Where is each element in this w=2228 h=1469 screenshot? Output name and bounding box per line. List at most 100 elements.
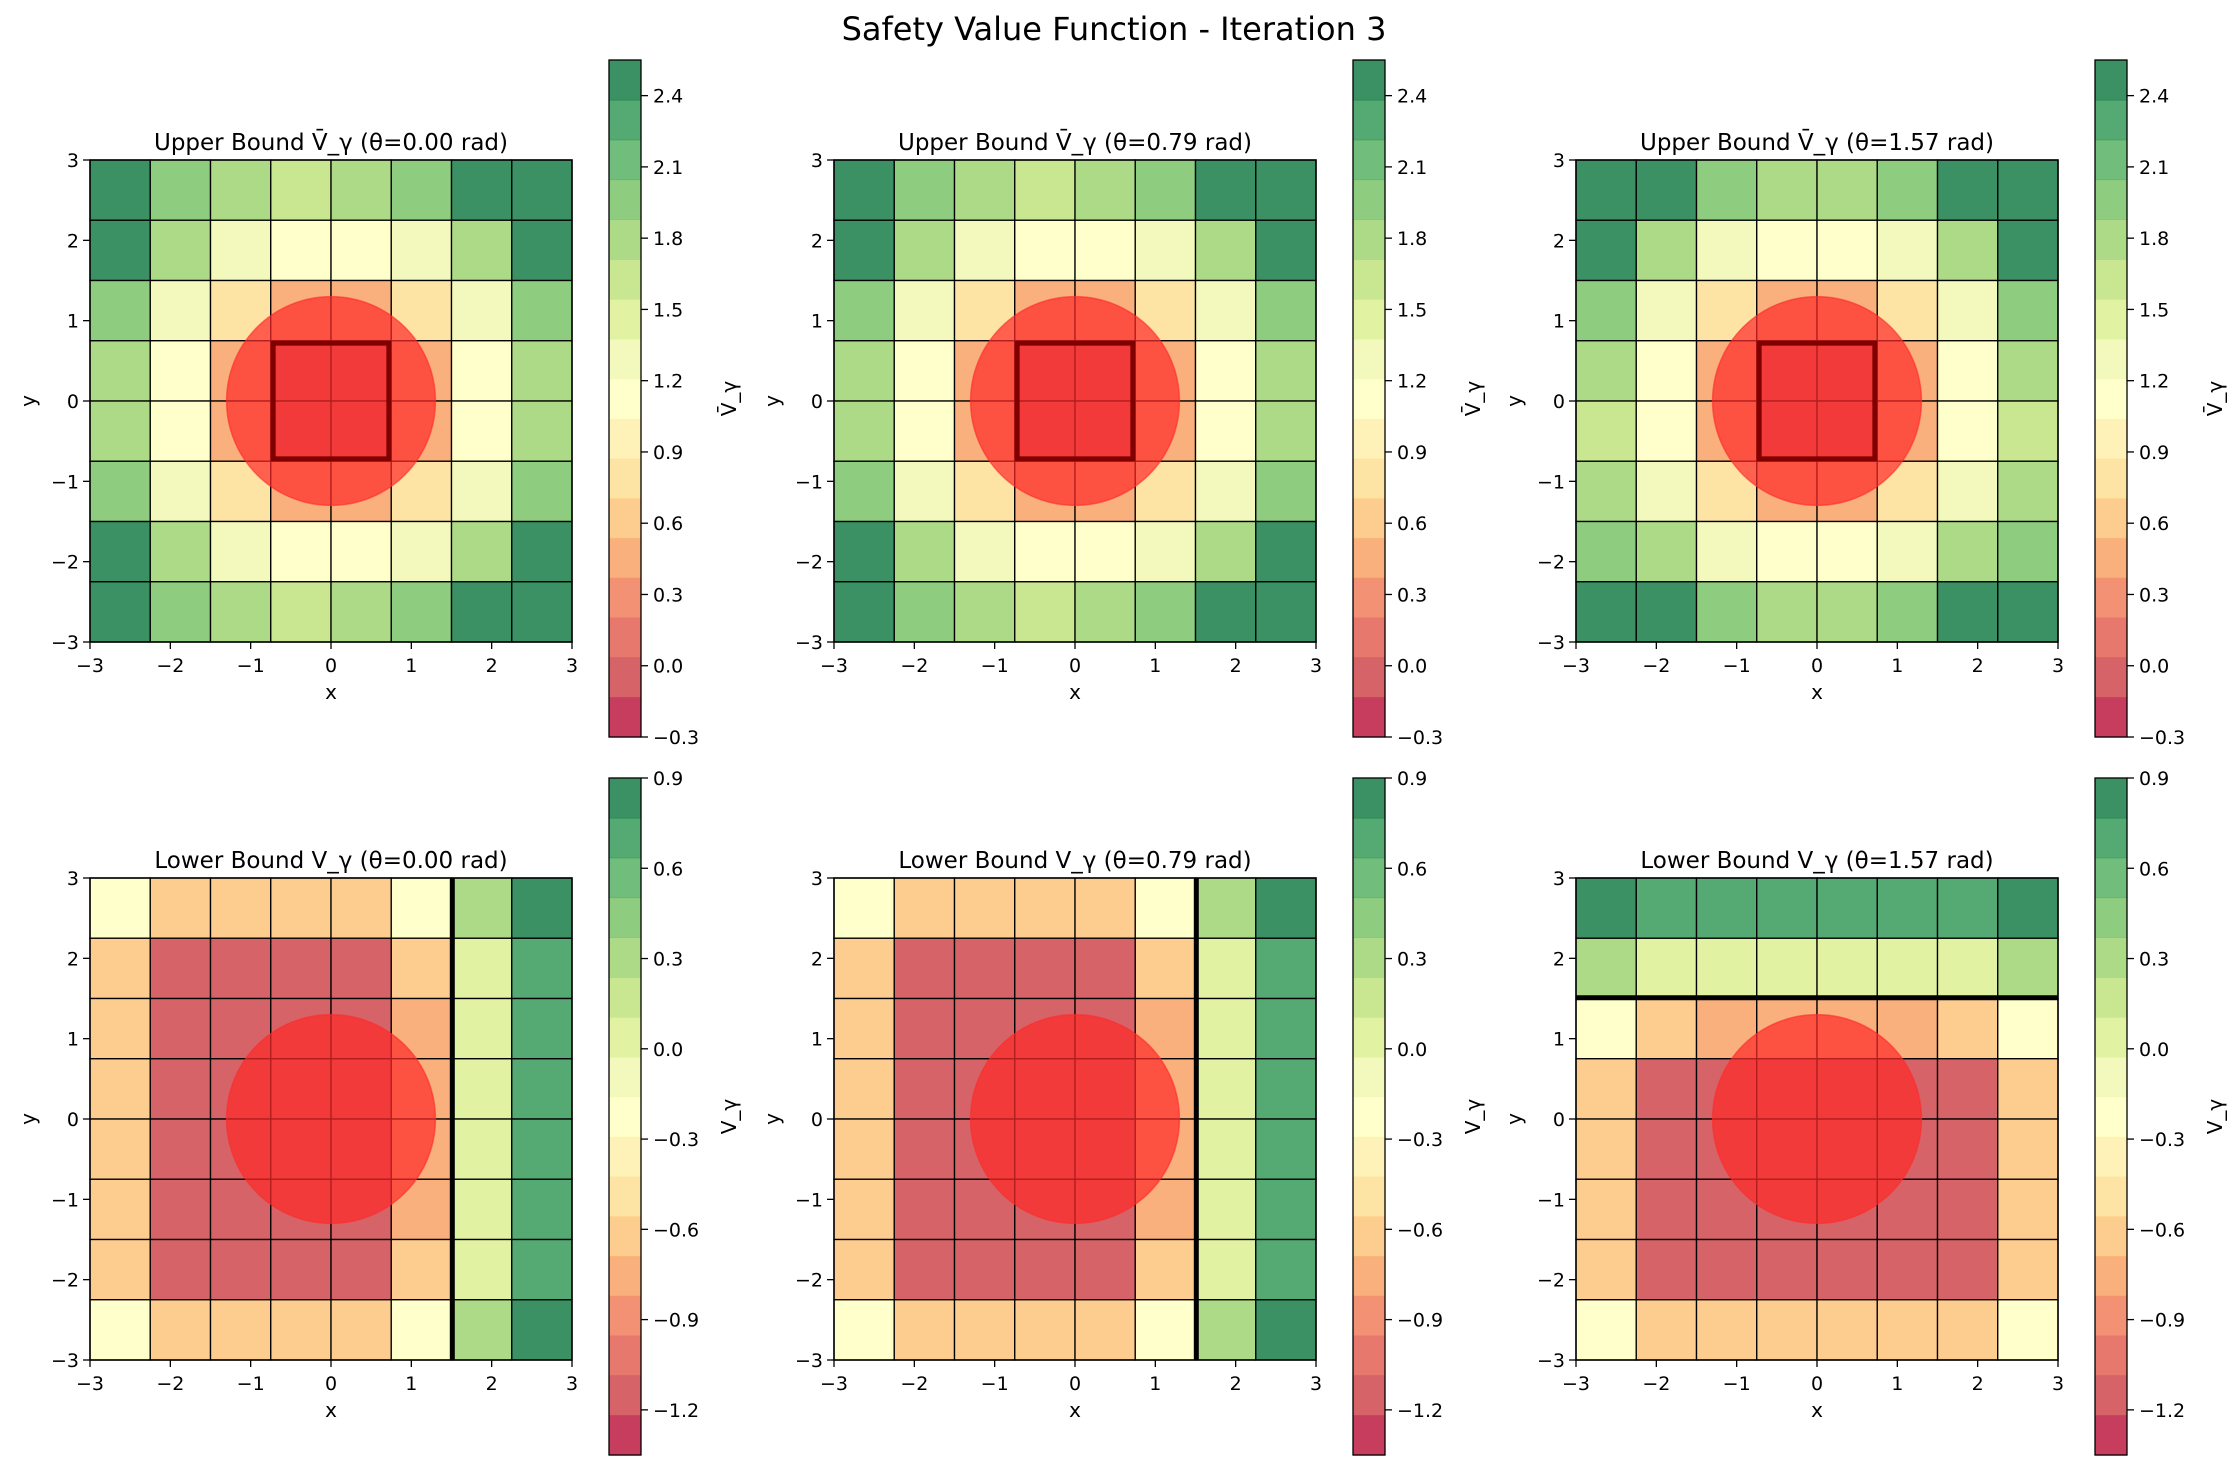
heatmap-cell	[1014, 219, 1076, 282]
y-tick-label: 1	[811, 1029, 823, 1051]
heatmap-cell	[1635, 219, 1698, 282]
heatmap-cell	[893, 159, 956, 221]
colorbar-segment	[2095, 338, 2127, 380]
heatmap-cell	[270, 159, 332, 221]
colorbar-tick-label: 1.2	[653, 371, 683, 393]
heatmap-cell	[390, 1238, 453, 1301]
colorbar-segment	[1353, 1176, 1385, 1217]
heatmap-cell	[330, 520, 392, 583]
colorbar-segment	[1353, 219, 1385, 260]
heatmap-cell	[953, 937, 1016, 1000]
heatmap-cell	[89, 997, 151, 1060]
colorbar-tick-label: 0.3	[2139, 584, 2169, 606]
heatmap-cell	[450, 460, 513, 523]
x-tick-label: −2	[1642, 1373, 1670, 1395]
colorbar-segment	[2095, 1176, 2127, 1217]
heatmap-cell	[1635, 1058, 1698, 1120]
obstacle-circle	[1711, 1013, 1923, 1225]
heatmap-cell	[1134, 520, 1197, 583]
heatmap-cell	[1635, 460, 1698, 523]
panel-6: −3 −2 −1 0 1 2 3 −3 −2 −1 0 1 2 3 Lower Bound V_γ (θ=1…	[1502, 768, 2227, 1456]
colorbar-tick-label: 0.9	[2139, 442, 2169, 464]
colorbar-tick-label: 0.0	[1397, 1039, 1427, 1061]
colorbar-segment	[2095, 697, 2127, 738]
x-tick-label: 3	[2052, 655, 2064, 677]
heatmap-cell	[1194, 1299, 1257, 1361]
heatmap-cell	[1756, 877, 1818, 939]
heatmap-cell	[1134, 1178, 1197, 1241]
heatmap-cell	[209, 581, 272, 643]
heatmap-cell	[149, 581, 212, 643]
heatmap-cell	[1756, 219, 1818, 282]
heatmap-cell	[1014, 877, 1076, 939]
heatmap-cell	[149, 340, 212, 402]
heatmap-cell	[953, 581, 1016, 643]
obstacle-circle	[225, 1013, 437, 1225]
heatmap-cell	[833, 1058, 895, 1120]
heatmap-cell	[1255, 877, 1317, 939]
colorbar-segment	[2095, 1056, 2127, 1098]
colorbar-segment	[2095, 498, 2127, 539]
colorbar-frame	[608, 777, 642, 1456]
heatmap-cell	[953, 520, 1016, 583]
heatmap-cell	[893, 877, 956, 939]
heatmap-cell	[1575, 1238, 1637, 1301]
heatmap-cell	[1876, 1299, 1939, 1361]
heatmap-cell	[1695, 581, 1758, 643]
heatmap-cell	[1194, 520, 1257, 583]
colorbar-segment	[2095, 537, 2127, 579]
x-tick-label: 0	[1811, 655, 1823, 677]
colorbar-frame	[608, 59, 642, 738]
heatmap-cell	[1194, 460, 1257, 523]
colorbar-segment	[1353, 657, 1385, 698]
colorbar-tick-label: 1.8	[2139, 228, 2169, 250]
colorbar-segment	[1353, 179, 1385, 220]
x-tick-label: −1	[1723, 655, 1751, 677]
colorbar-frame	[1352, 777, 1386, 1456]
colorbar-segment	[1353, 697, 1385, 738]
colorbar-segment	[1353, 537, 1385, 579]
heatmap-cell	[149, 279, 212, 342]
colorbar-segment	[1353, 1335, 1385, 1376]
heatmap-cell	[1936, 400, 1999, 462]
safe-set-boundary	[1014, 340, 1136, 462]
colorbar-segment	[609, 1255, 641, 1297]
colorbar-segment	[609, 577, 641, 619]
heatmap-cell	[89, 1178, 151, 1241]
obstacle-circle	[969, 1013, 1181, 1225]
heatmap-cell	[893, 279, 956, 342]
heatmap-cell	[149, 1058, 212, 1120]
colorbar-tick-label: −1.2	[653, 1400, 699, 1422]
colorbar-segment	[609, 1335, 641, 1376]
colorbar-tick-label: 0.6	[2139, 513, 2169, 535]
heatmap-cell	[330, 581, 392, 643]
y-tick-label: 1	[1553, 1029, 1565, 1051]
colorbar-tick-label: 0.9	[1397, 768, 1427, 790]
heatmap-cell	[1194, 877, 1257, 939]
y-axis-label: y	[16, 1113, 40, 1125]
y-tick-label: 3	[811, 150, 823, 172]
heatmap-cell	[1575, 1058, 1637, 1120]
y-tick-label: −3	[51, 1350, 79, 1372]
heatmap-cell	[1695, 219, 1758, 282]
y-tick-label: −1	[795, 471, 823, 493]
heatmap-cell	[1255, 1299, 1317, 1361]
colorbar-segment	[609, 657, 641, 698]
heatmap-cell	[893, 219, 956, 282]
colorbar-segment	[2095, 458, 2127, 499]
x-tick-label: 0	[1069, 1373, 1081, 1395]
heatmap-cell	[1255, 937, 1317, 1000]
heatmap-cell	[511, 1058, 573, 1120]
colorbar-segment	[609, 697, 641, 738]
heatmap-cell	[1134, 877, 1197, 939]
y-tick-label: 3	[1553, 868, 1565, 890]
y-tick-label: 1	[67, 1029, 79, 1051]
colorbar-tick-label: 1.5	[2139, 299, 2169, 321]
heatmap-cell	[89, 1299, 151, 1361]
colorbar-segment	[1353, 458, 1385, 499]
colorbar-segment	[2095, 897, 2127, 938]
heatmap-cell	[149, 997, 212, 1060]
colorbar-tick-label: 0.6	[2139, 858, 2169, 880]
heatmap-cell	[833, 400, 895, 462]
heatmap-cell	[1756, 1238, 1818, 1301]
